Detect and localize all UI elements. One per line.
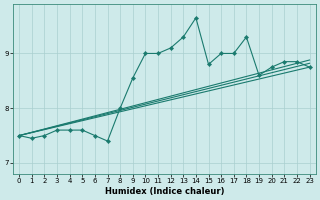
X-axis label: Humidex (Indice chaleur): Humidex (Indice chaleur) (105, 187, 224, 196)
